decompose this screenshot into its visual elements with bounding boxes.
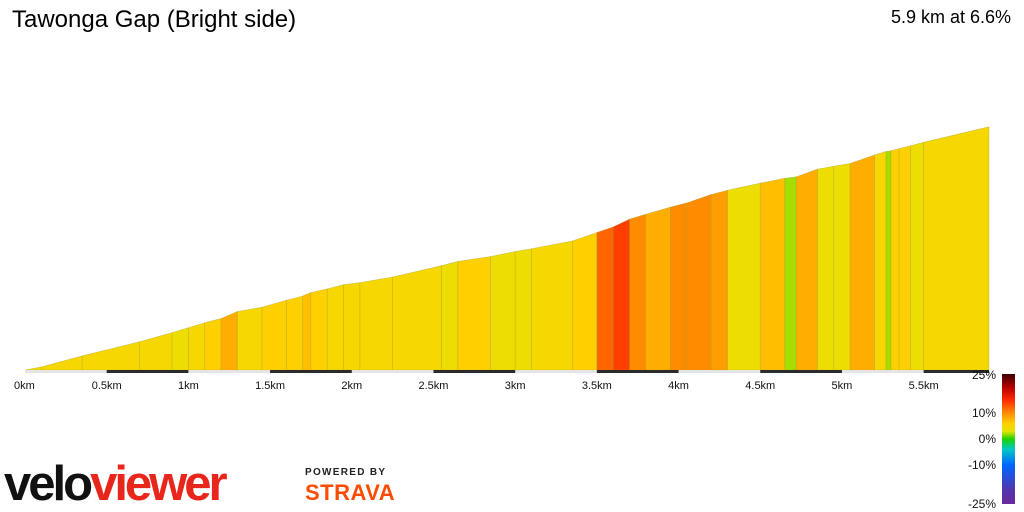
legend-label: 10% <box>972 406 996 420</box>
logo-viewer: viewer <box>90 457 227 510</box>
axis-km-band <box>270 370 352 373</box>
profile-segment <box>874 151 887 371</box>
x-tick-label: 4.5km <box>745 380 775 392</box>
gradient-legend: 25% 10% 0% -10% -25% <box>968 368 1015 511</box>
profile-segment <box>849 154 875 371</box>
x-tick-label: 2.5km <box>418 380 448 392</box>
profile-segment <box>596 226 614 371</box>
powered-by-label: POWERED BY <box>305 467 387 478</box>
profile-segment <box>645 206 671 371</box>
profile-segment <box>24 366 42 371</box>
axis-km-band <box>433 370 516 373</box>
veloviewer-logo: veloviewer <box>4 457 231 510</box>
profile-segment <box>784 176 797 371</box>
profile-segment <box>343 282 361 371</box>
axis-km-band <box>106 370 189 373</box>
legend-label: -10% <box>968 458 996 472</box>
profile-segment <box>139 332 173 371</box>
profile-segment <box>237 306 263 371</box>
profile-segment <box>885 150 892 371</box>
x-tick-label: 0km <box>14 380 35 392</box>
profile-segment <box>629 213 647 371</box>
axis-km-band <box>760 370 842 373</box>
profile-segment <box>359 276 393 371</box>
x-tick-label: 1km <box>178 380 199 392</box>
logo-velo: velo <box>4 457 92 510</box>
profile-segment <box>910 141 924 371</box>
profile-segment <box>727 182 761 371</box>
profile-segment <box>833 163 851 371</box>
axis-km-band <box>596 370 679 373</box>
x-tick-label: 1.5km <box>255 380 285 392</box>
chart-title: Tawonga Gap (Bright side) <box>12 6 297 33</box>
profile-segment <box>795 168 818 371</box>
profile-segment <box>302 291 312 371</box>
profile-segment <box>686 194 712 371</box>
x-tick-label: 4km <box>668 380 689 392</box>
x-tick-label: 5.5km <box>909 380 939 392</box>
profile-segment <box>710 189 728 371</box>
gradient-legend-bar <box>1002 374 1015 504</box>
profile-segment <box>441 261 459 371</box>
profile-segment <box>670 202 688 371</box>
axis-km-band <box>923 370 989 373</box>
x-tick-label: 5km <box>832 380 853 392</box>
profile-segment <box>310 288 328 371</box>
profile-segment <box>286 295 304 371</box>
profile-segment <box>81 341 140 371</box>
profile-segment <box>514 248 532 371</box>
elevation-profile-chart: 0km 0.5km 1km 1.5km 2km 2.5km 3km 3.5km 4km 4.5km… <box>14 126 990 392</box>
profile-segment <box>171 327 189 371</box>
strava-logo: STRAVA <box>305 480 396 505</box>
profile-segment <box>572 232 598 371</box>
profile-segment <box>204 318 222 371</box>
profile-segment <box>326 284 344 371</box>
svg-text:veloviewer: veloviewer <box>4 457 228 510</box>
segment-summary: 5.9 km at 6.6% <box>890 7 1011 27</box>
profile-segment <box>923 126 990 371</box>
profile-segment <box>759 177 786 371</box>
x-tick-label: 3km <box>505 380 526 392</box>
legend-label: 25% <box>972 368 996 382</box>
x-tick-label: 3.5km <box>582 380 612 392</box>
x-tick-label: 0.5km <box>92 380 122 392</box>
legend-label: 0% <box>979 432 997 446</box>
profile-segment <box>261 299 287 371</box>
profile-segment <box>531 240 573 371</box>
profile-segment <box>490 251 516 371</box>
profile-segment <box>898 145 911 371</box>
profile-segment <box>890 148 900 371</box>
profile-segment <box>220 311 238 371</box>
profile-segment <box>188 322 206 371</box>
profile-segment <box>612 218 630 371</box>
profile-segment <box>817 165 835 371</box>
x-tick-label: 2km <box>341 380 362 392</box>
legend-label: -25% <box>968 497 996 511</box>
profile-segment <box>457 256 491 371</box>
profile-segment <box>41 355 83 371</box>
profile-segment <box>392 265 442 371</box>
